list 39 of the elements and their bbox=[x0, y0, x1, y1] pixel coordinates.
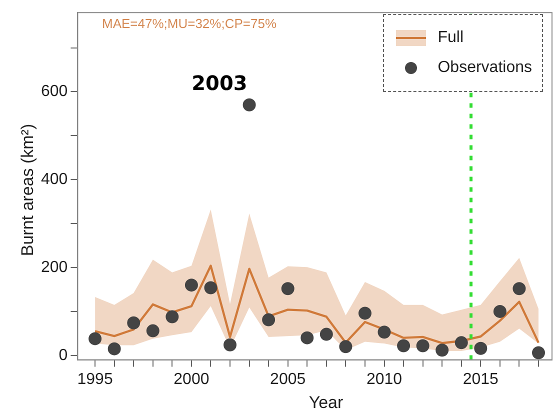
point bbox=[204, 281, 218, 294]
point bbox=[512, 282, 526, 296]
x-tick-label: 2000 bbox=[174, 370, 210, 388]
point bbox=[166, 310, 179, 324]
y-axis-title: Burnt areas (km²) bbox=[18, 122, 38, 258]
point bbox=[242, 98, 256, 112]
point bbox=[224, 338, 237, 352]
y-tick-label: 600 bbox=[40, 83, 68, 100]
y-tick-label: 200 bbox=[40, 258, 68, 276]
point bbox=[416, 339, 430, 352]
x-axis-title: Year bbox=[308, 393, 344, 413]
point bbox=[436, 344, 449, 357]
y-tick-label: 0 bbox=[58, 346, 68, 364]
point bbox=[493, 304, 506, 318]
x-tick-label: 2010 bbox=[366, 370, 402, 388]
annotation: 2003 bbox=[192, 71, 248, 96]
point bbox=[532, 346, 546, 360]
point bbox=[397, 339, 410, 352]
point bbox=[358, 306, 372, 320]
legend-label: Full bbox=[438, 29, 464, 47]
point bbox=[320, 328, 333, 341]
point bbox=[146, 324, 160, 338]
point bbox=[281, 282, 294, 296]
point bbox=[184, 278, 198, 292]
point bbox=[454, 336, 468, 350]
point bbox=[339, 340, 352, 354]
y-tick-label: 400 bbox=[40, 171, 68, 188]
point bbox=[108, 342, 121, 356]
point bbox=[127, 316, 140, 330]
x-tick-label: 2005 bbox=[270, 370, 306, 388]
x-tick-label: 2015 bbox=[462, 370, 499, 388]
point bbox=[474, 342, 488, 355]
annotation: MAE=47%;MU=32%;CP=75% bbox=[102, 16, 277, 31]
x-tick-label: 1995 bbox=[77, 370, 113, 388]
point bbox=[262, 313, 276, 326]
legend-label: Observations bbox=[438, 59, 532, 77]
point bbox=[378, 326, 391, 339]
point bbox=[88, 332, 102, 346]
point bbox=[300, 331, 314, 344]
